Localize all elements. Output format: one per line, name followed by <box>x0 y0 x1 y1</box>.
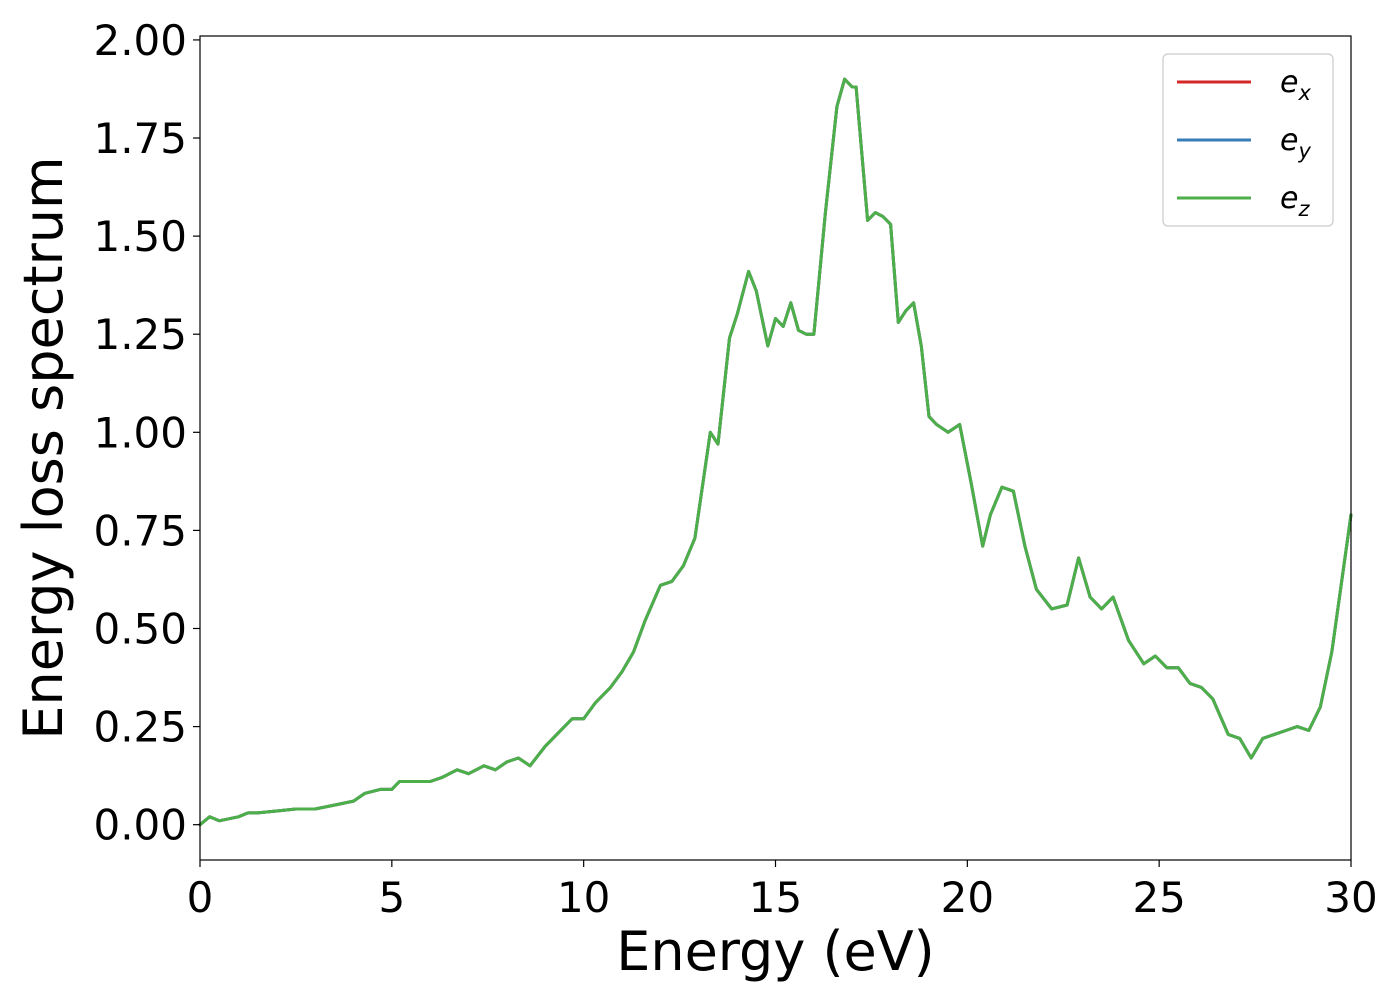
x-tick-label: 30 <box>1324 873 1377 922</box>
legend-label-base: e <box>1280 65 1298 100</box>
y-tick-label: 1.25 <box>93 310 187 359</box>
x-tick-label: 20 <box>941 873 994 922</box>
y-tick-label: 1.50 <box>93 212 187 261</box>
x-tick-label: 10 <box>557 873 610 922</box>
y-tick-label: 2.00 <box>93 16 187 65</box>
legend-label-subscript: x <box>1297 81 1311 105</box>
y-tick-label: 1.00 <box>93 408 187 457</box>
legend-label-base: e <box>1280 123 1298 158</box>
x-tick-label: 0 <box>187 873 214 922</box>
y-tick-label: 0.25 <box>93 703 187 752</box>
y-tick-label: 0.75 <box>93 506 187 555</box>
x-axis-label: Energy (eV) <box>616 920 935 983</box>
legend-label-base: e <box>1280 181 1298 216</box>
y-tick-label: 1.75 <box>93 114 187 163</box>
y-axis-label: Energy loss spectrum <box>12 156 75 739</box>
x-tick-label: 5 <box>378 873 405 922</box>
x-axis: 0 5 10 15 20 25 30 <box>187 860 1378 922</box>
series-line-ez <box>198 77 1353 827</box>
y-tick-label: 0.00 <box>93 801 187 850</box>
legend-label-ex: ex <box>1280 65 1311 105</box>
x-tick-label: 15 <box>749 873 802 922</box>
legend-label-subscript: y <box>1297 139 1311 163</box>
legend-label-ez: ez <box>1280 181 1310 221</box>
legend-label-subscript: z <box>1297 197 1310 221</box>
y-tick-label: 0.50 <box>93 604 187 653</box>
y-axis: 0.00 0.25 0.50 0.75 1.00 1.25 1.50 1.75 2.00 <box>93 16 200 850</box>
legend-label-ey: ey <box>1280 123 1311 163</box>
x-tick-label: 25 <box>1132 873 1185 922</box>
series-layer <box>198 77 1353 827</box>
